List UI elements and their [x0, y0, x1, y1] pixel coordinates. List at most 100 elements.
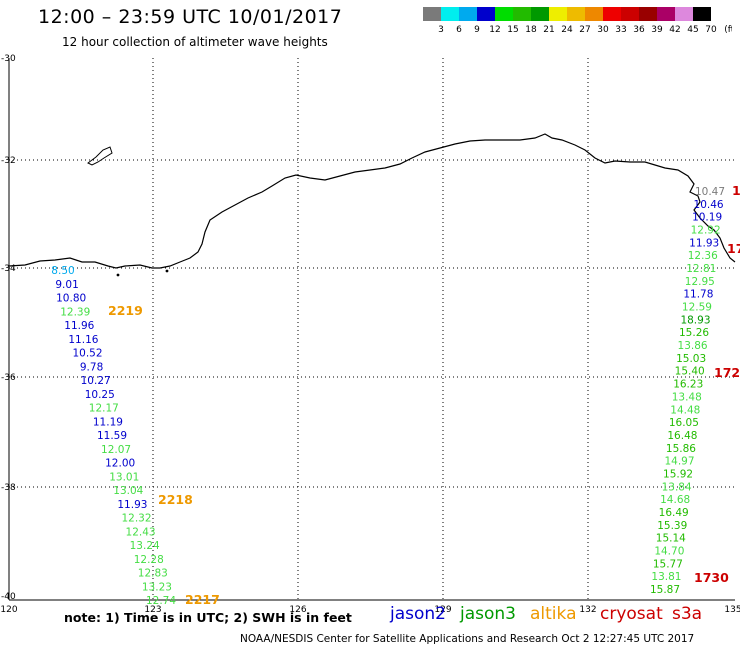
swh-value: 12.17	[89, 403, 119, 415]
scale-swatch	[459, 7, 477, 21]
track-point	[165, 269, 169, 273]
satellite-jason2: jason2	[390, 604, 446, 624]
swh-value: 11.93	[117, 499, 147, 511]
swh-value: 12.92	[691, 225, 721, 237]
pass-time-label: 17	[727, 241, 740, 256]
swh-value: 9.01	[55, 279, 78, 291]
pass-time-label: 172	[714, 365, 740, 380]
swh-value: 18.93	[680, 314, 710, 326]
pass-time-label: 2217	[185, 592, 220, 607]
swh-value: 10.52	[72, 348, 102, 360]
axis-ticks: 120 123 126 129 132 135 -30 -32 -34 -36 -38 -40	[0, 54, 740, 615]
scale-swatch	[477, 7, 495, 21]
swh-value: 16.48	[667, 430, 697, 442]
swh-value: 15.87	[650, 584, 680, 596]
swh-value: 11.19	[93, 416, 123, 428]
lon-tick-label: 132	[579, 605, 596, 615]
swh-value: 9.78	[80, 361, 103, 373]
swh-value: 12.95	[685, 276, 715, 288]
scale-label: 15	[507, 25, 518, 35]
pass-time-labels: 2219 2218 2217 1730 172 17 1	[108, 183, 740, 607]
swh-value: 10.46	[694, 199, 724, 211]
swh-value: 12.36	[688, 250, 718, 262]
satellite-s3a: s3a	[672, 604, 703, 624]
pass-time-label: 1	[732, 183, 740, 198]
scale-label: 6	[456, 25, 462, 35]
swh-value: 14.70	[654, 545, 684, 557]
swh-value: 12.28	[134, 554, 164, 566]
scale-label: 18	[525, 25, 537, 35]
scale-label: 30	[597, 25, 609, 35]
swh-value: 14.97	[664, 456, 694, 468]
swh-value: 15.39	[657, 520, 687, 532]
swh-value: 13.01	[109, 471, 139, 483]
swh-value: 10.47	[695, 186, 725, 198]
swh-value: 16.49	[659, 507, 689, 519]
swh-value: 11.16	[68, 334, 98, 346]
swh-value: 8.50	[51, 265, 74, 277]
scale-label: 27	[579, 25, 590, 35]
lon-tick-label: 135	[724, 605, 740, 615]
scale-label: 36	[633, 25, 645, 35]
swh-value: 12.39	[60, 306, 90, 318]
swh-value: 13.48	[672, 391, 702, 403]
coastline	[8, 133, 736, 269]
scale-swatch	[639, 7, 657, 21]
footer-credit: NOAA/NESDIS Center for Satellite Applica…	[240, 633, 695, 645]
scale-label: 12	[489, 25, 500, 35]
scale-label: 39	[651, 25, 663, 35]
scale-label: (ft)	[724, 25, 732, 35]
scale-swatch	[585, 7, 603, 21]
scale-label: 33	[615, 25, 626, 35]
swh-value: 13.81	[651, 571, 681, 583]
swh-value: 12.74	[146, 595, 176, 607]
swh-value: 16.23	[673, 379, 703, 391]
lon-tick-label: 123	[144, 605, 161, 615]
scale-swatch	[657, 7, 675, 21]
map-title: 12:00 – 23:59 UTC 10/01/2017	[38, 6, 343, 28]
lat-tick-label: -34	[1, 264, 16, 274]
scale-label: 45	[687, 25, 698, 35]
pass-time-label: 1730	[694, 570, 729, 585]
lat-tick-label: -32	[1, 156, 16, 166]
footer-note: note: 1) Time is in UTC; 2) SWH is in fe…	[64, 610, 352, 625]
satellite-jason3: jason3	[460, 604, 516, 624]
swh-value: 11.78	[683, 289, 713, 301]
kangaroo-island	[87, 146, 113, 166]
lon-tick-label: 129	[434, 605, 451, 615]
track-point	[116, 273, 120, 277]
lat-tick-label: -30	[1, 54, 16, 64]
swh-value: 13.24	[130, 540, 160, 552]
swh-value: 10.25	[85, 389, 115, 401]
swh-value: 11.96	[64, 320, 94, 332]
scale-swatch	[441, 7, 459, 21]
scale-swatch	[513, 7, 531, 21]
swh-value: 12.07	[101, 444, 131, 456]
swh-value: 12.32	[121, 513, 151, 525]
swh-value: 10.19	[692, 212, 722, 224]
swh-value: 15.92	[663, 468, 693, 480]
scale-swatch	[693, 7, 711, 21]
swh-value: 10.80	[56, 293, 86, 305]
scale-swatch	[675, 7, 693, 21]
scale-label: 70	[705, 25, 717, 35]
swh-value: 13.86	[678, 340, 708, 352]
swh-value: 15.03	[676, 353, 706, 365]
swh-value: 15.26	[679, 327, 709, 339]
lon-tick-label: 120	[0, 605, 17, 615]
swh-value: 15.14	[656, 533, 686, 545]
scale-label: 3	[438, 25, 444, 35]
scale-label: 42	[669, 25, 680, 35]
scale-label: 24	[561, 25, 573, 35]
swh-value: 16.05	[669, 417, 699, 429]
swh-value: 11.59	[97, 430, 127, 442]
satellite-altika: altika	[530, 604, 577, 624]
pass-time-label: 2219	[108, 303, 143, 318]
swh-value: 15.86	[666, 443, 696, 455]
lat-tick-label: -36	[1, 373, 16, 383]
swh-value: 13.84	[662, 481, 692, 493]
swh-value: 12.43	[126, 526, 156, 538]
swh-value: 11.93	[689, 237, 719, 249]
